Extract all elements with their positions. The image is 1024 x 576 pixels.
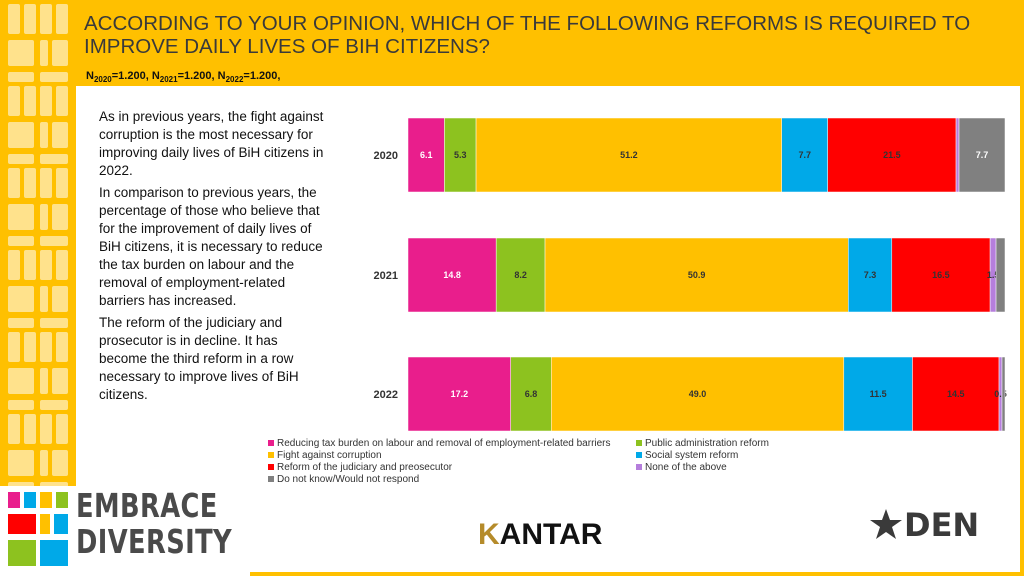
commentary-paragraph: The reform of the judiciary and prosecut… [99,315,299,402]
diversity-text: DIVERSITY [76,522,233,561]
bar-segment [848,237,893,313]
stacked-bar-chart: 2020 6.1 5.3 51.2 7.7 21.5 7.7 2021 14.8 8.2 50.9 7… [374,117,1007,432]
star-icon [870,509,902,539]
n2022-sub: 2022 [225,75,244,85]
n2020-value: =1.200, [111,70,152,82]
embrace-text: EMBRACE [76,486,218,525]
bar-segment [843,356,913,432]
n2021-value: =1.200, [177,70,218,82]
bar-segment [495,237,546,313]
bar-segment [955,117,960,193]
n2021-sub: 2021 [159,75,178,85]
category-label: 2021 [374,270,398,282]
legend-swatch [636,452,642,459]
legend-swatch [268,476,274,483]
data-label: 50.9 [688,270,706,280]
n2022-value: =1.200, [243,70,281,82]
n2020-label: N [86,70,94,82]
data-label: 7.7 [798,150,811,160]
data-label: 49.0 [689,389,707,399]
bar-segment [407,237,497,313]
data-label: 6.1 [420,150,433,160]
data-label: 1.5 [987,270,1000,280]
kantar-k: K [478,518,500,551]
n2020-sub: 2020 [93,75,112,85]
data-label: 14.5 [947,389,965,399]
data-label: 7.7 [976,150,989,160]
right-border [1020,0,1024,576]
legend-item: Public administration reform [636,438,769,450]
legend-item: Reform of the judiciary and preosecutor [268,462,452,474]
sample-sizes: N2020=1.200, N2021=1.200, N2022=1.200, [86,70,280,84]
bar-segment [827,117,957,193]
bar-segment [475,117,782,193]
legend-label: Public administration reform [645,438,769,449]
legend-item: Reducing tax burden on labour and remova… [268,438,611,450]
data-label: 5.3 [454,150,467,160]
legend-item: Do not know/Would not respond [268,474,419,486]
legend-label: Reducing tax burden on labour and remova… [277,438,611,449]
bar-segment [444,117,477,193]
legend-label: Social system reform [645,450,739,461]
header-band [0,0,1024,86]
legend-label: Reform of the judiciary and preosecutor [277,462,453,473]
bar-segment [510,356,552,432]
commentary-paragraph: In comparison to previous years, the per… [99,185,323,308]
kantar-rest: ANTAR [499,518,603,551]
bar-segment [544,237,849,313]
n2022-label: N [217,70,226,82]
data-label: 11.5 [870,389,887,399]
legend-swatch [636,464,642,471]
bar-segment [1001,356,1006,432]
iden-logo: DEN [868,504,979,544]
data-label: 51.2 [620,150,638,160]
n2021-label: N [151,70,160,82]
legend-label: Do not know/Would not respond [277,474,420,485]
embrace-diversity-logo: EMBRACE DIVERSITY [76,488,232,560]
data-label: 0.5 [994,389,1007,399]
category-label: 2020 [374,150,398,162]
data-label: 21.5 [883,150,901,160]
commentary-paragraph: As in previous years, the fight against … [99,109,324,178]
data-label: 8.2 [514,270,527,280]
bar-segment [912,356,1000,432]
legend-label: None of the above [645,462,727,473]
eu-bih-pattern-icon [8,4,68,492]
kantar-logo: KANTAR [478,518,602,552]
legend-label: Fight against corruption [277,450,382,461]
bar-segment [407,356,511,432]
category-label: 2022 [374,389,398,401]
commentary: As in previous years, the fight against … [99,108,329,408]
data-label: 6.8 [525,389,538,399]
page-title: ACCORDING TO YOUR OPINION, WHICH OF THE … [84,12,971,58]
bar-segment [891,237,991,313]
legend-swatch [636,440,642,447]
bottom-border [0,572,1024,576]
legend-swatch [268,452,274,459]
bar-segment [407,117,445,193]
sidebar-band [0,0,76,500]
data-label: 17.2 [451,389,469,399]
data-label: 14.8 [443,270,461,280]
legend-item: Fight against corruption [268,450,382,462]
legend-swatch [268,440,274,447]
logo-area [0,486,250,576]
legend-swatch [268,464,274,471]
legend-item: Social system reform [636,450,738,462]
legend-item: None of the above [636,462,727,474]
iden-text: DEN [904,506,980,544]
bih-eu-logo-icon [8,492,68,566]
data-label: 16.5 [932,270,950,280]
bar-segment [995,237,1006,313]
data-label: 7.3 [864,270,877,280]
bar-segment [958,117,1006,193]
